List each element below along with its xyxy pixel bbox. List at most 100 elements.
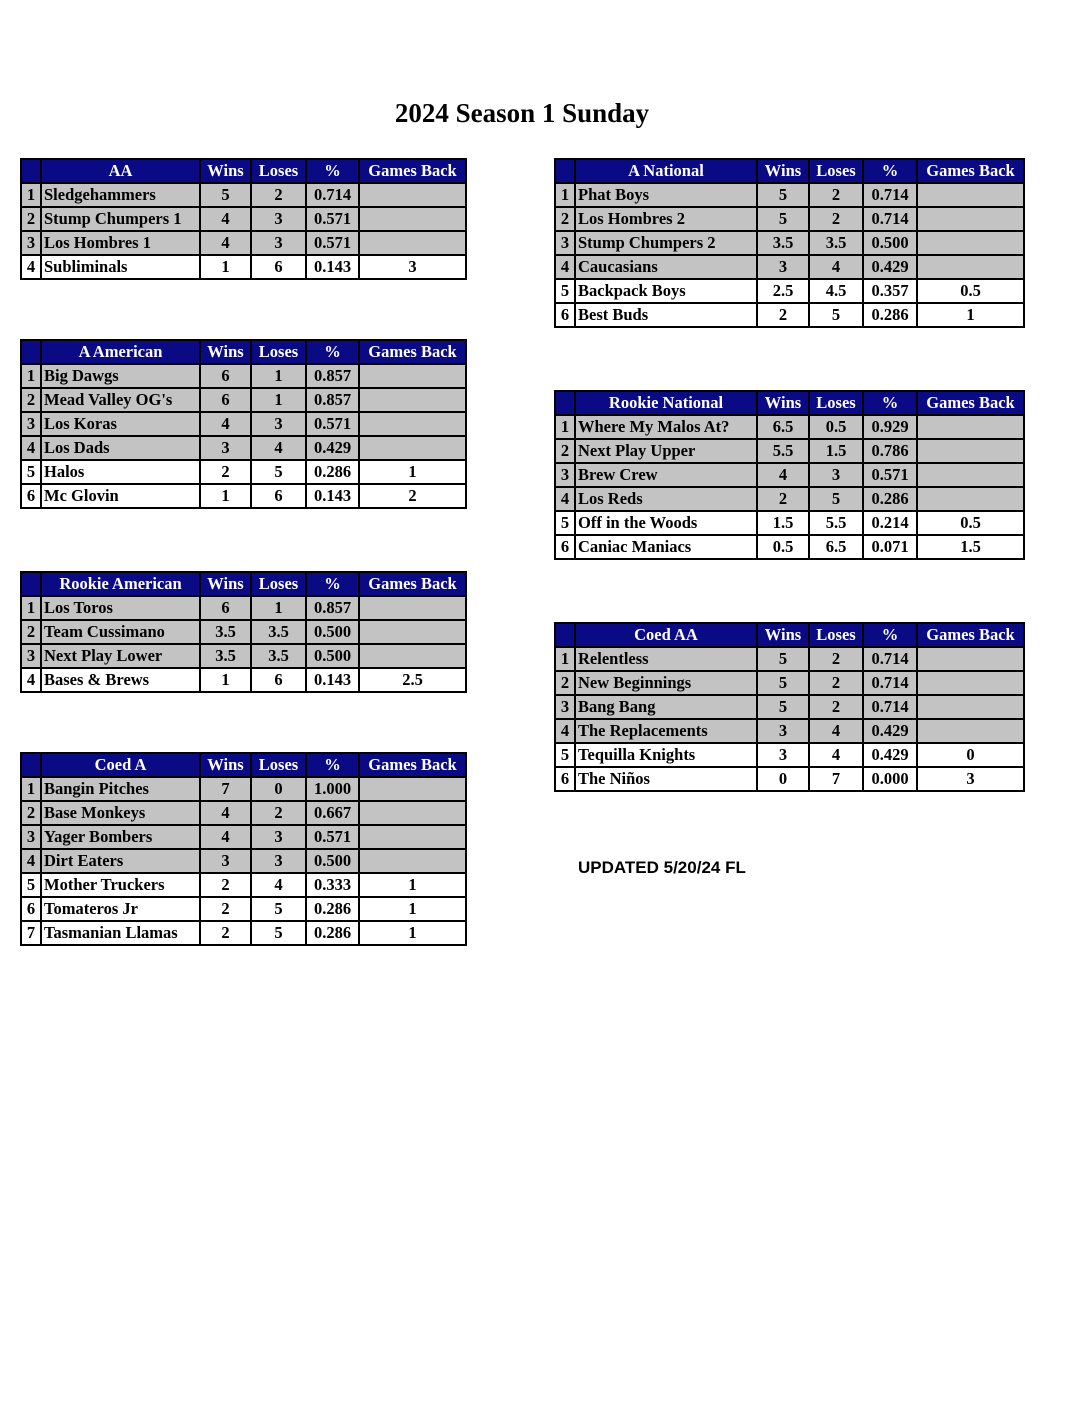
- rank: 3: [20, 411, 42, 437]
- rank: 6: [554, 302, 576, 328]
- win-pct: 0.857: [305, 387, 360, 413]
- games-back: [916, 206, 1025, 232]
- column-header: Loses: [808, 622, 864, 648]
- games-back: 0.5: [916, 510, 1025, 536]
- rank: 3: [554, 694, 576, 720]
- team-name: Caucasians: [574, 254, 758, 280]
- games-back: 1: [358, 920, 467, 946]
- column-header: Games Back: [358, 339, 467, 365]
- team-name: Los Dads: [40, 435, 201, 461]
- team-name: Bases & Brews: [40, 667, 201, 693]
- rank: 3: [20, 643, 42, 669]
- rank: 6: [554, 766, 576, 792]
- table-row: 1 Bangin Pitches 7 0 1.000: [20, 776, 467, 802]
- header-row: Coed A Wins Loses% Games Back: [20, 752, 467, 778]
- win-pct: 0.714: [862, 182, 918, 208]
- column-header: Games Back: [358, 571, 467, 597]
- column-header: Loses: [808, 390, 864, 416]
- rank-header: [554, 158, 576, 184]
- wins: 2: [199, 459, 252, 485]
- wins: 2: [199, 920, 252, 946]
- column-header: Games Back: [358, 752, 467, 778]
- wins: 5: [756, 646, 810, 672]
- team-name: Tomateros Jr: [40, 896, 201, 922]
- team-name: Next Play Lower: [40, 643, 201, 669]
- win-pct: 0.071: [862, 534, 918, 560]
- table-row: 1 Los Toros 6 1 0.857: [20, 595, 467, 621]
- games-back: [916, 462, 1025, 488]
- rank-header: [20, 158, 42, 184]
- wins: 1: [199, 667, 252, 693]
- games-back: [358, 182, 467, 208]
- team-name: Los Hombres 2: [574, 206, 758, 232]
- table-row: 3 Los Hombres 1 4 3 0.571: [20, 230, 467, 256]
- table-row: 1 Where My Malos At? 6.5 0.5 0.929: [554, 414, 1025, 440]
- column-header: Wins: [199, 339, 252, 365]
- win-pct: 0.667: [305, 800, 360, 826]
- win-pct: 0.500: [305, 619, 360, 645]
- team-name: Dirt Eaters: [40, 848, 201, 874]
- loses: 2: [808, 670, 864, 696]
- wins: 6: [199, 387, 252, 413]
- games-back: 3: [358, 254, 467, 280]
- loses: 5: [250, 920, 307, 946]
- header-row: A National Wins Loses% Games Back: [554, 158, 1025, 184]
- loses: 7: [808, 766, 864, 792]
- division-name: AA: [40, 158, 201, 184]
- rank: 2: [554, 438, 576, 464]
- table-row: 3 Yager Bombers 4 3 0.571: [20, 824, 467, 850]
- win-pct: 0.214: [862, 510, 918, 536]
- team-name: The Replacements: [574, 718, 758, 744]
- table-row: 5 Mother Truckers 2 4 0.333 1: [20, 872, 467, 898]
- loses: 6.5: [808, 534, 864, 560]
- division-name: Coed AA: [574, 622, 758, 648]
- loses: 1: [250, 387, 307, 413]
- header-row: AA Wins Loses% Games Back: [20, 158, 467, 184]
- games-back: [916, 182, 1025, 208]
- team-name: Base Monkeys: [40, 800, 201, 826]
- table-row: 3 Brew Crew 4 3 0.571: [554, 462, 1025, 488]
- table-row: 6 The Niños 0 7 0.000 3: [554, 766, 1025, 792]
- games-back: [358, 824, 467, 850]
- loses: 5: [250, 459, 307, 485]
- column-header: %: [305, 158, 360, 184]
- games-back: [916, 230, 1025, 256]
- loses: 4: [250, 872, 307, 898]
- column-header: %: [862, 390, 918, 416]
- loses: 3.5: [250, 619, 307, 645]
- rank: 5: [554, 742, 576, 768]
- division-name: Coed A: [40, 752, 201, 778]
- standings-table-a-national: A National Wins Loses% Games Back 1 Phat Boys…: [554, 158, 1025, 328]
- games-back: 1: [358, 459, 467, 485]
- games-back: [358, 776, 467, 802]
- win-pct: 0.143: [305, 254, 360, 280]
- games-back: 1: [358, 896, 467, 922]
- table-row: 3 Bang Bang 5 2 0.714: [554, 694, 1025, 720]
- games-back: 1: [916, 302, 1025, 328]
- rank: 2: [20, 206, 42, 232]
- rank: 1: [554, 414, 576, 440]
- games-back: [358, 230, 467, 256]
- rank: 5: [20, 459, 42, 485]
- win-pct: 0.571: [305, 411, 360, 437]
- games-back: [358, 435, 467, 461]
- games-back: [916, 718, 1025, 744]
- wins: 2: [756, 486, 810, 512]
- team-name: Best Buds: [574, 302, 758, 328]
- win-pct: 0.429: [305, 435, 360, 461]
- rank: 4: [554, 254, 576, 280]
- win-pct: 0.786: [862, 438, 918, 464]
- column-header: Wins: [199, 571, 252, 597]
- win-pct: 0.357: [862, 278, 918, 304]
- rank: 2: [20, 387, 42, 413]
- loses: 4.5: [808, 278, 864, 304]
- team-name: Backpack Boys: [574, 278, 758, 304]
- loses: 4: [808, 254, 864, 280]
- wins: 3: [756, 742, 810, 768]
- loses: 3: [250, 411, 307, 437]
- rank: 3: [554, 462, 576, 488]
- win-pct: 0.143: [305, 667, 360, 693]
- games-back: 3: [916, 766, 1025, 792]
- rank: 4: [554, 486, 576, 512]
